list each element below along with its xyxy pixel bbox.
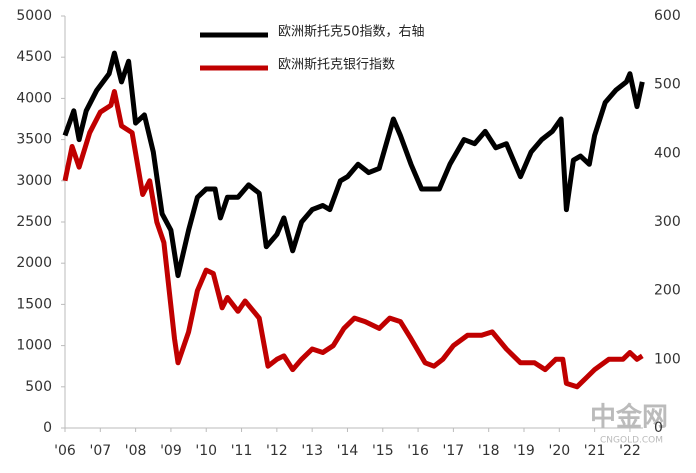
y-tick-label: 0 (43, 420, 52, 436)
x-tick-label: '06 (54, 443, 76, 459)
y-tick-label: 5000 (16, 8, 52, 24)
y2-tick-label: 600 (654, 8, 681, 24)
x-tick-label: '09 (160, 443, 182, 459)
x-tick-label: '18 (478, 443, 500, 459)
x-tick-label: '10 (195, 443, 217, 459)
legend-label: 欧洲斯托克银行指数 (278, 58, 395, 73)
x-tick-label: '07 (89, 443, 111, 459)
y-tick-label: 2500 (16, 214, 52, 230)
y2-tick-label: 300 (654, 214, 681, 230)
y-tick-label: 2000 (16, 255, 52, 271)
x-tick-label: '20 (548, 443, 570, 459)
x-tick-label: '16 (407, 443, 429, 459)
x-tick-label: '17 (443, 443, 465, 459)
watermark: 中金网 (590, 402, 668, 433)
x-tick-label: '14 (337, 443, 359, 459)
x-tick-label: '15 (372, 443, 394, 459)
x-tick-label: '12 (266, 443, 288, 459)
y-tick-label: 1500 (16, 296, 52, 312)
y2-tick-label: 500 (654, 77, 681, 93)
x-tick-label: '19 (513, 443, 535, 459)
x-tick-label: '13 (301, 443, 323, 459)
legend-label: 欧洲斯托克50指数，右轴 (278, 25, 425, 40)
y2-tick-label: 100 (654, 351, 681, 367)
series-line (62, 89, 644, 390)
y2-tick-label: 200 (654, 283, 681, 299)
watermark-url: CNGOLD.COM (600, 436, 663, 446)
y2-tick-label: 400 (654, 145, 681, 161)
x-tick-label: '11 (231, 443, 253, 459)
y-tick-label: 3500 (16, 132, 52, 148)
x-tick-label: '08 (125, 443, 147, 459)
y-tick-label: 1000 (16, 338, 52, 354)
x-tick-label: '22 (619, 443, 641, 459)
y-tick-label: 500 (25, 379, 52, 395)
x-tick-label: '21 (584, 443, 606, 459)
y-tick-label: 4500 (16, 49, 52, 65)
y2-tick-label: 0 (654, 420, 663, 436)
y-tick-label: 4000 (16, 90, 52, 106)
y-tick-label: 3000 (16, 173, 52, 189)
series-line (62, 50, 645, 279)
